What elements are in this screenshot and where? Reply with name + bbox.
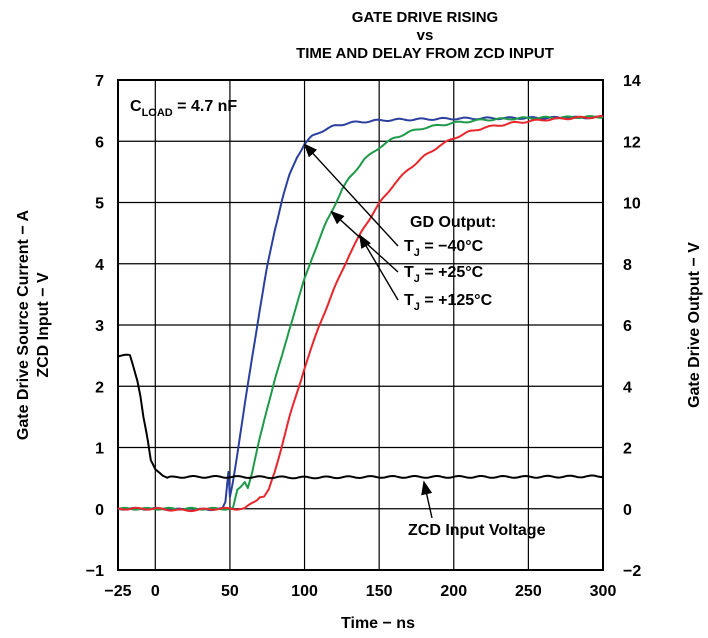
y2-tick-label: 12 [623,134,641,151]
x-axis-label: Time − ns [341,615,415,632]
load-label: CLOAD = 4.7 nF [130,98,237,119]
series-line-3 [117,353,604,480]
y2-axis-label: Gate Drive Output − V [686,242,703,408]
x-tick-label: 200 [440,583,467,600]
y2-tick-label: −2 [623,563,641,580]
y2-tick-label: 14 [623,73,641,90]
leader-arrow [303,143,399,247]
y-tick-label: 4 [95,257,104,274]
x-tick-label: 50 [221,583,239,600]
label-tj-plus25: TJ = +25°C [404,264,484,285]
y-tick-label: −1 [86,563,104,580]
x-tick-label: −25 [104,583,131,600]
grid-layer [117,79,604,571]
y-tick-label: 5 [95,196,104,213]
y2-tick-label: 6 [623,318,632,335]
plot-frame [117,79,604,571]
annotation-layer [303,143,433,519]
x-tick-label: 150 [366,583,393,600]
leader-arrow [330,210,399,273]
y2-tick-label: 4 [623,379,632,396]
y2-tick-label: 10 [623,196,641,213]
x-tick-label: 250 [515,583,542,600]
x-tick-label: 0 [151,583,160,600]
series-line-2 [117,114,604,513]
series-line-0 [117,115,604,512]
leader-arrow [421,480,433,519]
chart-title-vs: vs [417,27,434,44]
y-tick-label: 3 [95,318,104,335]
y-tick-label: 7 [95,73,104,90]
y2-tick-label: 8 [623,257,632,274]
x-tick-label: 100 [291,583,318,600]
load-label-prefix: C [130,98,142,115]
load-label-sub: LOAD [142,107,173,119]
label-tj-minus40: TJ = −40°C [404,238,484,259]
y-tick-label: 2 [95,379,104,396]
y-axis-label-secondary: ZCD Input − V [35,272,52,378]
label-tj-plus125: TJ = +125°C [404,292,493,313]
y-tick-label: 6 [95,134,104,151]
y2-tick-label: 0 [623,502,632,519]
label-zcd-input: ZCD Input Voltage [408,522,546,539]
y2-tick-label: 2 [623,441,632,458]
chart-subtitle: TIME AND DELAY FROM ZCD INPUT [296,45,554,62]
series-line-1 [117,115,604,511]
leader-arrow [359,234,399,301]
y-axis-label: Gate Drive Source Current − A [15,209,32,440]
x-tick-label: 300 [590,583,617,600]
chart-title: GATE DRIVE RISING [352,9,498,26]
series-layer [117,114,604,513]
legend-heading: GD Output: [410,214,496,231]
load-label-suffix: = 4.7 nF [173,98,238,115]
y-tick-label: 1 [95,441,104,458]
tick-layer: −25 0 50 100 150 200 250 300−101234567−20246810… [86,73,642,600]
y-tick-label: 0 [95,502,104,519]
